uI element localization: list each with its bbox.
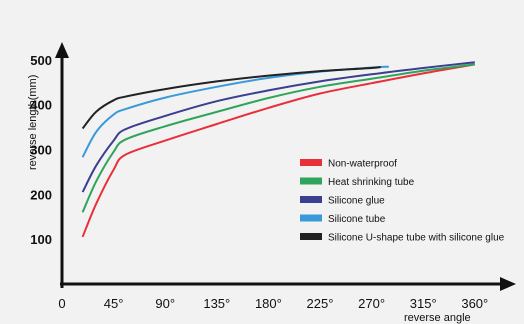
x-tick-label: 90° bbox=[155, 296, 175, 311]
x-tick-label: 45° bbox=[104, 296, 124, 311]
legend-label: Silicone tube bbox=[328, 214, 386, 225]
legend-label: Silicone U-shape tube with silicone glue bbox=[328, 233, 505, 244]
y-tick-label: 400 bbox=[30, 98, 52, 113]
y-axis-label: reverse length(mm) bbox=[27, 75, 39, 170]
series-line-3 bbox=[81, 61, 475, 193]
x-axis-label: reverse angle bbox=[404, 312, 471, 324]
y-tick-label: 100 bbox=[30, 232, 52, 247]
x-tick-label: 225° bbox=[307, 296, 334, 311]
x-axis-arrow bbox=[500, 277, 516, 291]
y-tick-label: 300 bbox=[30, 143, 52, 158]
legend-label: Heat shrinking tube bbox=[328, 177, 415, 188]
series-line-2 bbox=[81, 63, 475, 213]
x-tick-label: 315° bbox=[410, 296, 437, 311]
legend-swatch bbox=[300, 233, 322, 240]
x-tick-label: 360° bbox=[461, 296, 488, 311]
ticks: 100 200 300 400 500 0 45° 90° 135° 180° 225° 270° 31… bbox=[30, 53, 488, 311]
legend-swatch bbox=[300, 177, 322, 185]
legend-label: Silicone glue bbox=[328, 196, 385, 207]
x-tick-label: 0 bbox=[58, 296, 65, 311]
x-tick-label: 135° bbox=[203, 296, 230, 311]
y-axis-arrow bbox=[55, 42, 69, 58]
series-line-4 bbox=[81, 65, 389, 158]
legend-swatch bbox=[300, 214, 322, 222]
legend-swatch bbox=[300, 159, 322, 166]
legend-swatch bbox=[300, 196, 322, 203]
series-layer bbox=[81, 61, 475, 238]
x-tick-label: 180° bbox=[255, 296, 282, 311]
y-tick-label: 500 bbox=[30, 53, 52, 68]
x-tick-label: 270° bbox=[358, 296, 385, 311]
series-line-1 bbox=[81, 63, 475, 238]
axes bbox=[55, 42, 516, 291]
series-line-5 bbox=[81, 66, 381, 130]
y-tick-label: 200 bbox=[30, 187, 52, 202]
legend: Non-waterproof Heat shrinking tube Silicon… bbox=[300, 159, 505, 244]
legend-label: Non-waterproof bbox=[328, 159, 397, 170]
